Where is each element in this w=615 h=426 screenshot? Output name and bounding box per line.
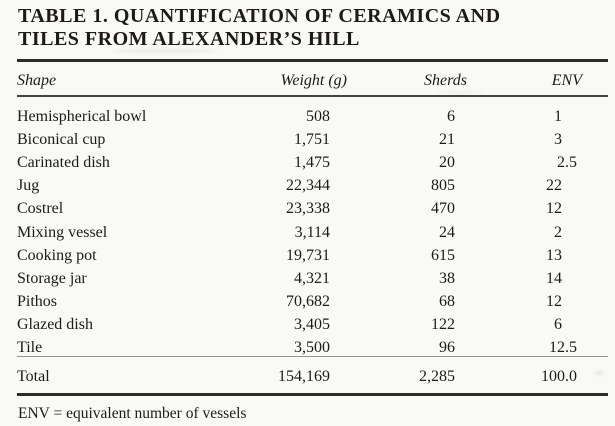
shape-cell: Jug bbox=[17, 177, 40, 195]
shape-cell: Hemispherical bowl bbox=[17, 107, 147, 125]
sherds-cell: 38 bbox=[439, 269, 455, 287]
env-cell: 12.5 bbox=[549, 339, 577, 357]
weight-cell: 1,475 bbox=[294, 153, 330, 171]
shape-cell: Carinated dish bbox=[17, 153, 110, 171]
table-row: Hemispherical bowl 508 6 1 bbox=[17, 105, 608, 128]
table-row: Storage jar 4,321 38 14 bbox=[17, 267, 608, 290]
table-row: Pithos 70,682 68 12 bbox=[17, 291, 608, 314]
sherds-cell: 6 bbox=[447, 107, 455, 125]
total-env-cell: 100.0 bbox=[541, 367, 577, 385]
weight-cell: 70,682 bbox=[286, 293, 330, 311]
sherds-cell: 68 bbox=[439, 293, 455, 311]
header-cell-sherds: Sherds bbox=[424, 72, 467, 89]
rule-bottom bbox=[17, 393, 608, 396]
table-title-line2: TILES FROM ALEXANDER’S HILL bbox=[18, 28, 360, 50]
table-row: Biconical cup 1,751 21 3 bbox=[17, 128, 608, 151]
sherds-cell: 96 bbox=[439, 339, 455, 357]
table-header-row: Shape Weight (g) Sherds ENV bbox=[17, 68, 608, 94]
sherds-cell: 24 bbox=[439, 223, 455, 241]
shape-cell: Pithos bbox=[17, 293, 58, 311]
scan-artifact bbox=[595, 371, 604, 375]
weight-cell: 3,500 bbox=[294, 339, 330, 357]
shape-cell: Tile bbox=[17, 339, 43, 357]
shape-cell: Costrel bbox=[17, 200, 64, 218]
sherds-cell: 805 bbox=[431, 177, 455, 195]
rule-above-total bbox=[17, 356, 608, 357]
weight-cell: 22,344 bbox=[286, 177, 330, 195]
header-cell-weight: Weight (g) bbox=[280, 72, 347, 89]
env-cell: 1 bbox=[554, 107, 562, 125]
scan-artifact bbox=[437, 91, 483, 94]
table-total-row: Total 154,169 2,285 100.0 bbox=[17, 362, 608, 391]
shape-cell: Biconical cup bbox=[17, 130, 106, 148]
env-cell: 12 bbox=[546, 200, 562, 218]
sherds-cell: 470 bbox=[431, 200, 455, 218]
total-weight-cell: 154,169 bbox=[278, 367, 330, 385]
shape-cell: Storage jar bbox=[17, 269, 87, 287]
env-cell: 3 bbox=[554, 130, 562, 148]
weight-cell: 23,338 bbox=[286, 200, 330, 218]
table-rows: Hemispherical bowl 508 6 1 Biconical cup… bbox=[17, 105, 608, 360]
weight-cell: 508 bbox=[306, 107, 330, 125]
env-cell: 12 bbox=[546, 293, 562, 311]
env-cell: 14 bbox=[546, 269, 562, 287]
env-cell: 6 bbox=[554, 316, 562, 334]
rule-below-title bbox=[17, 59, 608, 62]
weight-cell: 1,751 bbox=[294, 130, 330, 148]
env-cell: 13 bbox=[546, 246, 562, 264]
rule-below-header bbox=[17, 95, 608, 97]
total-sherds-cell: 2,285 bbox=[419, 367, 455, 385]
sherds-cell: 21 bbox=[439, 130, 455, 148]
table-title-line1: TABLE 1. QUANTIFICATION OF CERAMICS AND bbox=[18, 5, 501, 27]
sherds-cell: 615 bbox=[431, 246, 455, 264]
table-row: Mixing vessel 3,114 24 2 bbox=[17, 221, 608, 244]
weight-cell: 4,321 bbox=[294, 269, 330, 287]
document-page: TABLE 1. QUANTIFICATION OF CERAMICS AND … bbox=[17, 0, 608, 426]
weight-cell: 19,731 bbox=[286, 246, 330, 264]
table-row: Jug 22,344 805 22 bbox=[17, 175, 608, 198]
table-row: Glazed dish 3,405 122 6 bbox=[17, 314, 608, 337]
sherds-cell: 122 bbox=[431, 316, 455, 334]
weight-cell: 3,114 bbox=[294, 223, 330, 241]
table-row: Cooking pot 19,731 615 13 bbox=[17, 244, 608, 267]
header-cell-env: ENV bbox=[551, 72, 582, 89]
header-cell-shape: Shape bbox=[17, 72, 57, 89]
env-cell: 2 bbox=[554, 223, 562, 241]
env-cell: 22 bbox=[546, 177, 562, 195]
shape-cell: Glazed dish bbox=[17, 316, 93, 334]
table-title: TABLE 1. QUANTIFICATION OF CERAMICS AND … bbox=[18, 5, 501, 51]
table-row: Carinated dish 1,475 20 2.5 bbox=[17, 151, 608, 174]
weight-cell: 3,405 bbox=[294, 316, 330, 334]
table-row: Tile 3,500 96 12.5 bbox=[17, 337, 608, 360]
total-label-cell: Total bbox=[17, 367, 50, 385]
shape-cell: Mixing vessel bbox=[17, 223, 108, 241]
table-footnote: ENV = equivalent number of vessels bbox=[18, 405, 247, 422]
table-row: Costrel 23,338 470 12 bbox=[17, 198, 608, 221]
env-cell: 2.5 bbox=[557, 153, 577, 171]
shape-cell: Cooking pot bbox=[17, 246, 97, 264]
scan-artifact bbox=[112, 49, 217, 53]
sherds-cell: 20 bbox=[439, 153, 455, 171]
